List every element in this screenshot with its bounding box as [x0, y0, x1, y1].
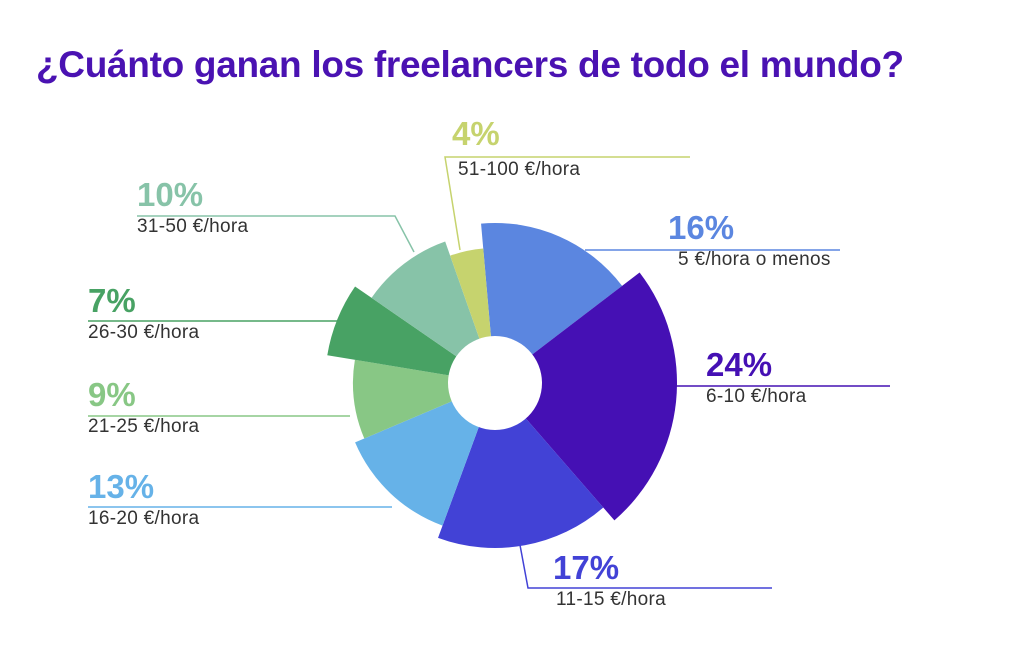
label-7: 7% 26-30 €/hora	[88, 284, 199, 344]
leader-line-10	[137, 215, 415, 253]
pct-16: 16%	[668, 209, 735, 246]
chart-title: ¿Cuánto ganan los freelancers de todo el…	[36, 44, 904, 85]
slice-24	[495, 272, 677, 521]
range-24: 6-10 €/hora	[706, 386, 807, 407]
range-17: 11-15 €/hora	[556, 589, 666, 610]
range-4: 51-100 €/hora	[458, 159, 581, 180]
label-24: 24% 6-10 €/hora	[706, 348, 806, 408]
pct-24: 24%	[706, 346, 773, 383]
slice-7	[327, 286, 495, 383]
slice-17	[438, 383, 604, 548]
range-9: 21-25 €/hora	[88, 416, 200, 437]
pct-7: 7%	[88, 282, 136, 319]
range-7: 26-30 €/hora	[88, 322, 200, 343]
pct-13: 13%	[88, 468, 155, 505]
range-16: 5 €/hora o menos	[678, 249, 831, 270]
range-13: 16-20 €/hora	[88, 508, 200, 529]
pct-10: 10%	[137, 176, 204, 213]
label-13: 13% 16-20 €/hora	[88, 470, 199, 530]
leader-line-4	[444, 156, 690, 251]
range-10: 31-50 €/hora	[137, 216, 249, 237]
pct-17: 17%	[553, 549, 620, 586]
donut-hole	[448, 336, 542, 430]
label-16: 16% 5 €/hora o menos	[668, 211, 831, 271]
label-10: 10% 31-50 €/hora	[137, 178, 248, 238]
label-4: 4% 51-100 €/hora	[452, 117, 580, 181]
label-17: 17% 11-15 €/hora	[553, 551, 666, 611]
leader-line-17	[519, 544, 772, 589]
pct-9: 9%	[88, 376, 136, 413]
pct-4: 4%	[452, 115, 500, 152]
slice-13	[355, 383, 495, 526]
label-9: 9% 21-25 €/hora	[88, 378, 199, 438]
